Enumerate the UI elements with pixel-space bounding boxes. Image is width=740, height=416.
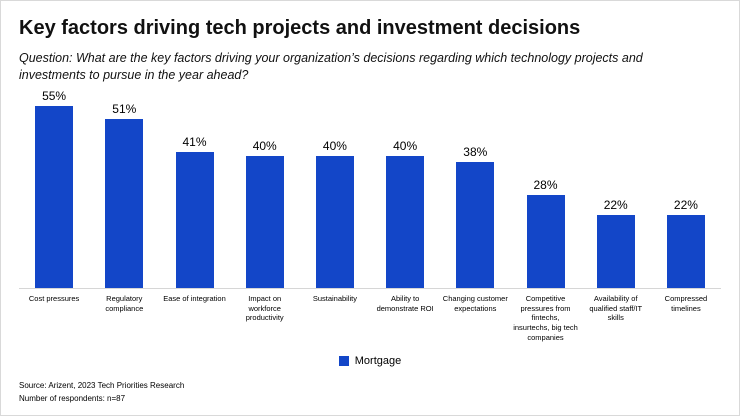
- bar-value-label: 51%: [112, 102, 137, 117]
- bar-column: 22%: [581, 198, 651, 288]
- bar-value-label: 22%: [603, 198, 628, 213]
- chart-title: Key factors driving tech projects and in…: [19, 17, 581, 39]
- legend-label: Mortgage: [354, 354, 402, 367]
- bar-chart-category-axis: Cost pressures Regulatory compliance Ease …: [19, 289, 721, 343]
- category-label: Ability to demonstrate ROI: [376, 293, 434, 313]
- bar: [386, 155, 425, 288]
- bar-column: 40%: [300, 139, 370, 288]
- bar: [596, 215, 635, 288]
- bar-value-label: 28%: [533, 178, 558, 193]
- bar: [315, 155, 354, 288]
- chart-question-subtitle: Question: What are the key factors drivi…: [19, 51, 643, 82]
- bar: [526, 195, 565, 288]
- bar: [666, 215, 705, 288]
- bar: [175, 152, 214, 288]
- bar-value-label: 22%: [673, 198, 698, 213]
- bar-column: 40%: [370, 139, 440, 288]
- bar: [105, 119, 144, 288]
- category-label: Regulatory compliance: [105, 293, 144, 313]
- bar-column: 28%: [510, 178, 580, 288]
- bar-column: 22%: [651, 198, 721, 288]
- bar-value-label: 41%: [182, 135, 207, 150]
- chart-footnotes: Source: Arizent, 2023 Tech Priorities Re…: [19, 380, 184, 405]
- category-label: Ease of integration: [163, 293, 226, 303]
- category-label: Sustainability: [312, 293, 358, 303]
- bar-value-label: 38%: [463, 145, 488, 160]
- source-note: Source: Arizent, 2023 Tech Priorities Re…: [19, 381, 185, 391]
- bar-value-label: 40%: [252, 138, 277, 153]
- bar-value-label: 40%: [322, 138, 347, 153]
- bar: [245, 155, 284, 288]
- bar-column: 55%: [19, 89, 89, 288]
- bar-column: 41%: [159, 135, 229, 288]
- bar: [456, 162, 495, 288]
- bar-column: 40%: [230, 139, 300, 288]
- bar-column: 51%: [89, 102, 159, 288]
- bar: [35, 106, 74, 288]
- category-label: Competitive pressures from fintechs, ins…: [513, 293, 578, 342]
- bar-column: 38%: [440, 145, 510, 288]
- category-label: Compressed timelines: [664, 293, 708, 313]
- category-label: Availability of qualified staff/IT skill…: [589, 293, 643, 323]
- category-label: Changing customer expectations: [442, 293, 508, 313]
- chart-legend: Mortgage: [19, 355, 721, 367]
- bar-value-label: 55%: [42, 89, 67, 104]
- bar-chart-plot-area: 55% 51% 41% 40% 40% 40% 38% 28% 22% 22%: [19, 89, 721, 289]
- category-label: Cost pressures: [28, 293, 80, 303]
- legend-color-swatch: [338, 355, 349, 366]
- respondents-note: Number of respondents: n=87: [19, 393, 126, 403]
- category-label: Impact on workforce productivity: [245, 293, 284, 323]
- bar-value-label: 40%: [393, 138, 418, 153]
